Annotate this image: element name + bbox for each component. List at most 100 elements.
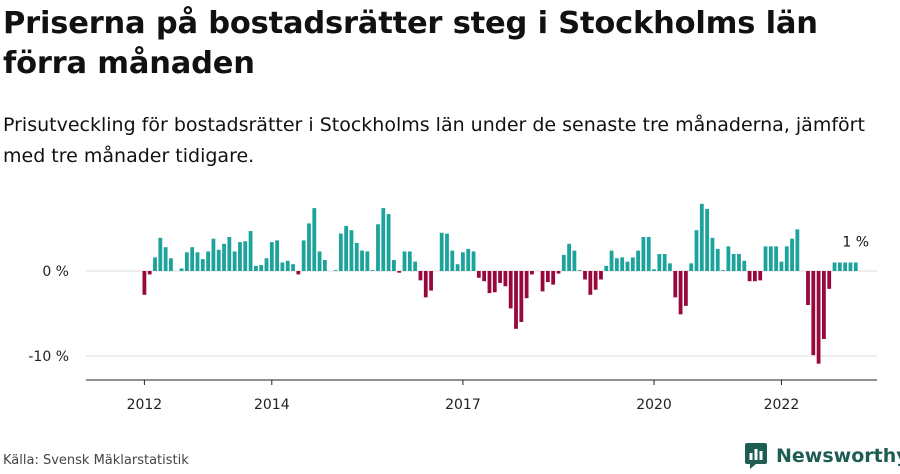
bar-2017-05: [482, 271, 487, 282]
bar-2020-11: [705, 208, 710, 271]
bar-2020-06: [678, 271, 683, 315]
bar-2020-08: [689, 263, 694, 271]
brand-name: Newsworthy: [776, 445, 900, 467]
bar-2015-12: [392, 259, 396, 271]
bar-2016-10: [445, 233, 449, 271]
x-tick-label-0: 2012: [127, 397, 163, 413]
chart-subtitle: Prisutveckling för bostadsrätter i Stock…: [3, 114, 865, 167]
y-tick-label-1: -10 %: [28, 349, 69, 365]
bar-2012-02: [147, 271, 152, 275]
bar-2021-06: [742, 260, 747, 271]
bar-2012-06: [169, 258, 173, 271]
bar-2021-12: [774, 246, 779, 271]
bar-2018-07: [556, 271, 561, 274]
bar-2016-07: [429, 271, 433, 291]
bar-2013-12: [264, 258, 269, 271]
bar-2021-02: [721, 270, 725, 271]
bar-2012-08: [179, 268, 184, 271]
chart-title: Priserna på bostadsrätter steg i Stockho…: [3, 6, 818, 81]
bar-2021-09: [758, 271, 763, 281]
bar-2016-09: [439, 232, 444, 271]
bar-2016-03: [407, 251, 412, 271]
x-tick-label-3: 2020: [636, 397, 672, 413]
bar-2015-11: [386, 214, 391, 271]
bar-2022-08: [816, 271, 821, 364]
bar-2020-07: [683, 271, 688, 306]
bar-2017-08: [498, 271, 502, 283]
bar-2017-02: [466, 248, 471, 271]
bar-2014-01: [269, 242, 274, 271]
bar-2015-09: [376, 224, 380, 271]
bar-2013-02: [211, 238, 216, 271]
bar-2019-06: [614, 258, 619, 271]
bar-2017-06: [487, 271, 492, 294]
y-tick-label-0: 0 %: [42, 264, 69, 280]
bar-2021-11: [768, 246, 773, 271]
bar-2017-10: [508, 271, 513, 309]
bar-2022-09: [822, 271, 826, 339]
bar-2020-12: [710, 237, 715, 271]
bar-2013-06: [232, 251, 237, 271]
bar-2017-11: [514, 271, 518, 329]
bar-2020-02: [657, 254, 662, 271]
newsworthy-logo-icon: [745, 443, 767, 469]
bar-2018-04: [540, 271, 545, 292]
bar-2021-05: [737, 254, 741, 271]
bar-2013-10: [253, 265, 258, 271]
bars: [142, 203, 858, 364]
bar-2020-03: [662, 254, 667, 271]
bar-2015-05: [354, 242, 359, 271]
bar-2013-01: [206, 251, 210, 271]
bar-2022-10: [827, 271, 832, 289]
bar-2012-05: [163, 247, 168, 271]
x-tick-label-2: 2017: [445, 397, 481, 413]
bar-2019-08: [625, 261, 630, 271]
bar-2022-06: [806, 271, 810, 305]
bar-2015-02: [338, 233, 343, 271]
bar-2014-06: [296, 271, 301, 275]
bar-2015-01: [333, 270, 338, 271]
bar-2014-04: [285, 260, 290, 271]
bar-2020-10: [699, 203, 704, 271]
bar-2020-04: [668, 263, 672, 271]
bar-2017-07: [492, 271, 497, 293]
bar-2018-01: [524, 271, 529, 299]
bar-2014-03: [280, 262, 285, 271]
bar-2017-01: [461, 252, 465, 271]
bar-2022-11: [832, 262, 837, 271]
bar-2015-10: [381, 208, 386, 271]
bar-2016-11: [450, 250, 455, 271]
bar-2019-09: [630, 257, 635, 271]
bar-2017-12: [519, 271, 524, 322]
bar-2015-07: [365, 251, 370, 271]
bar-2014-11: [322, 259, 327, 271]
bar-2014-08: [307, 223, 311, 271]
bar-2015-06: [360, 250, 364, 271]
brand: Newsworthy: [744, 441, 900, 471]
bar-2016-05: [418, 271, 423, 281]
bar-2018-05: [545, 271, 550, 283]
bar-2013-08: [243, 241, 248, 271]
bar-2012-03: [153, 257, 157, 271]
bar-2014-02: [275, 240, 280, 271]
bar-2014-07: [301, 240, 306, 271]
latest-value-label: 1 %: [842, 235, 869, 251]
bar-2019-10: [636, 250, 641, 271]
tick-labels: 0 % -10 % 2012 2014 2017 2020 2022: [28, 264, 799, 413]
bar-2020-05: [673, 271, 678, 298]
bar-2019-03: [599, 271, 603, 280]
bar-2016-01: [397, 271, 402, 273]
bar-2019-11: [641, 237, 646, 271]
bar-2012-11: [195, 252, 200, 271]
bar-2021-04: [731, 254, 736, 271]
bar-2019-12: [646, 237, 651, 271]
bar-chart: 0 % -10 % 2012 2014 2017 2020 2022 1 %: [28, 203, 877, 413]
bar-2012-09: [184, 252, 189, 271]
bar-2021-08: [753, 271, 757, 282]
bar-2022-07: [811, 271, 816, 356]
grid-lines: [86, 270, 877, 357]
bar-2017-03: [471, 251, 476, 271]
bar-2013-09: [248, 231, 253, 271]
bar-2019-01: [588, 271, 593, 295]
bar-2022-02: [784, 246, 789, 271]
